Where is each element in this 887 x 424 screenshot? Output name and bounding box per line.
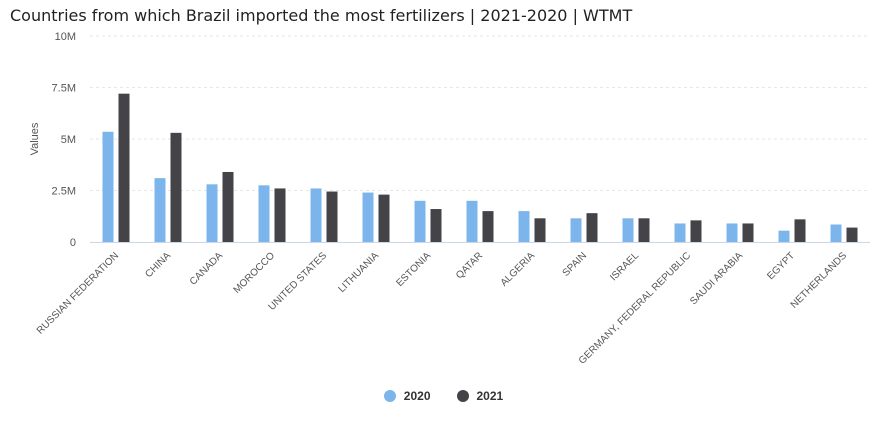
bar-2021	[534, 218, 546, 242]
bar-2020	[414, 200, 426, 242]
y-tick-label: 0	[70, 237, 76, 249]
x-tick-label: SPAIN	[561, 250, 589, 278]
x-tick-label: UNITED STATES	[267, 250, 330, 313]
x-tick-label: SAUDI ARABIA	[688, 250, 745, 307]
bar-2020	[258, 185, 270, 242]
bar-2021	[846, 227, 858, 242]
x-tick-label: CHINA	[143, 250, 173, 280]
bar-2021	[482, 211, 494, 242]
legend-item-2021[interactable]: 2021	[456, 389, 504, 403]
chart-title: Countries from which Brazil imported the…	[10, 6, 633, 25]
y-tick-label: 7.5M	[52, 83, 76, 95]
legend-label-2020: 2020	[403, 389, 431, 403]
bar-2020	[778, 230, 790, 242]
bar-2021	[794, 219, 806, 242]
y-tick-label: 5M	[61, 134, 76, 146]
bar-2020	[310, 188, 322, 242]
x-tick-label: NETHERLANDS	[789, 250, 850, 311]
bar-2021	[742, 223, 754, 242]
x-tick-label: CANADA	[188, 250, 225, 287]
bar-2021	[170, 132, 182, 242]
bar-2021	[326, 191, 338, 242]
bar-2020	[570, 218, 582, 242]
bar-2020	[466, 200, 478, 242]
x-tick-label: ISRAEL	[608, 250, 641, 283]
x-tick-label: QATAR	[454, 250, 485, 281]
bar-2020	[674, 223, 686, 242]
legend: 2020 2021	[0, 389, 887, 403]
bar-2021	[222, 171, 234, 242]
x-tick-label: ESTONIA	[394, 250, 433, 289]
bar-2021	[378, 194, 390, 242]
bar-2021	[638, 218, 650, 242]
bar-2021	[118, 93, 130, 243]
bar-2021	[430, 209, 442, 242]
bar-2020	[206, 184, 218, 242]
x-tick-label: RUSSIAN FEDERATION	[35, 250, 121, 336]
x-tick-label: GERMANY, FEDERAL REPUBLIC	[577, 250, 693, 366]
bar-2020	[154, 178, 166, 242]
bar-2020	[622, 218, 634, 242]
legend-item-2020[interactable]: 2020	[383, 389, 431, 403]
y-axis-title: Values	[29, 122, 41, 155]
bar-2021	[690, 220, 702, 242]
x-tick-label: LITHUANIA	[336, 250, 381, 295]
x-tick-label: ALGERIA	[499, 250, 538, 289]
bar-2020	[102, 131, 114, 242]
legend-label-2021: 2021	[476, 389, 504, 403]
bar-2020	[830, 224, 842, 242]
bar-2020	[362, 192, 374, 242]
y-tick-label: 10M	[55, 31, 76, 43]
bar-2021	[586, 213, 598, 242]
x-tick-label: MOROCCO	[232, 250, 278, 296]
legend-swatch-2021	[456, 390, 469, 402]
bar-2021	[274, 188, 286, 242]
legend-swatch-2020	[383, 390, 396, 402]
x-tick-label: EGYPT	[765, 250, 797, 282]
y-tick-label: 2.5M	[52, 186, 76, 198]
bar-2020	[726, 223, 738, 242]
bar-2020	[518, 211, 530, 242]
